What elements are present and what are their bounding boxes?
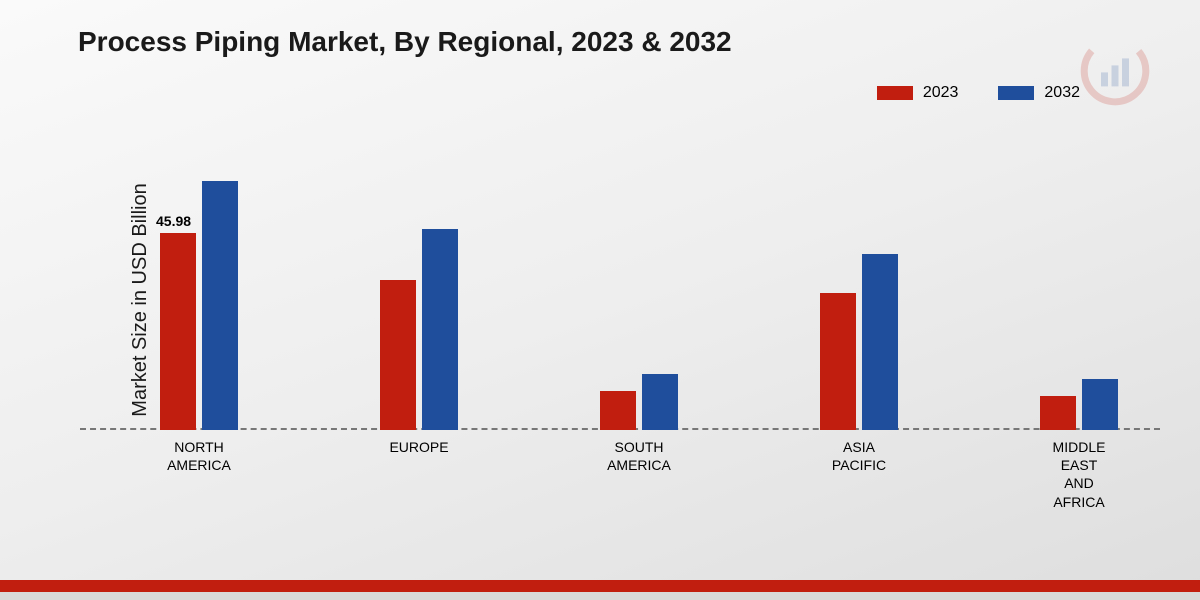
bar-group xyxy=(380,229,458,430)
x-axis-category-label: MIDDLEEASTANDAFRICA xyxy=(1009,438,1149,511)
plot-area: 45.98 xyxy=(80,130,1160,430)
bar-2023 xyxy=(600,391,636,430)
chart-title: Process Piping Market, By Regional, 2023… xyxy=(78,26,732,58)
bar-value-label: 45.98 xyxy=(156,213,191,229)
legend-label-2032: 2032 xyxy=(1044,84,1080,102)
bar-group xyxy=(1040,379,1118,430)
footer-grey-bar xyxy=(0,592,1200,600)
bar-2032 xyxy=(642,374,678,430)
bar-2032 xyxy=(1082,379,1118,430)
legend-swatch-2023 xyxy=(877,86,913,100)
footer-accent-bar xyxy=(0,580,1200,592)
logo-watermark-icon xyxy=(1080,36,1150,106)
bar-2023 xyxy=(1040,396,1076,430)
bar-2023 xyxy=(380,280,416,430)
bar-group: 45.98 xyxy=(160,181,238,430)
bar-2032 xyxy=(862,254,898,430)
bar-2032 xyxy=(202,181,238,430)
x-axis-category-label: NORTHAMERICA xyxy=(129,438,269,474)
bar-group xyxy=(820,254,898,430)
bar-group xyxy=(600,374,678,430)
bar-2032 xyxy=(422,229,458,430)
x-axis-category-label: ASIAPACIFIC xyxy=(789,438,929,474)
legend-item-2032: 2032 xyxy=(998,84,1080,102)
x-axis-category-label: EUROPE xyxy=(349,438,489,456)
legend: 2023 2032 xyxy=(877,84,1080,102)
legend-label-2023: 2023 xyxy=(923,84,959,102)
legend-swatch-2032 xyxy=(998,86,1034,100)
legend-item-2023: 2023 xyxy=(877,84,959,102)
x-axis-category-label: SOUTHAMERICA xyxy=(569,438,709,474)
bar-2023 xyxy=(820,293,856,430)
bar-2023 xyxy=(160,233,196,430)
